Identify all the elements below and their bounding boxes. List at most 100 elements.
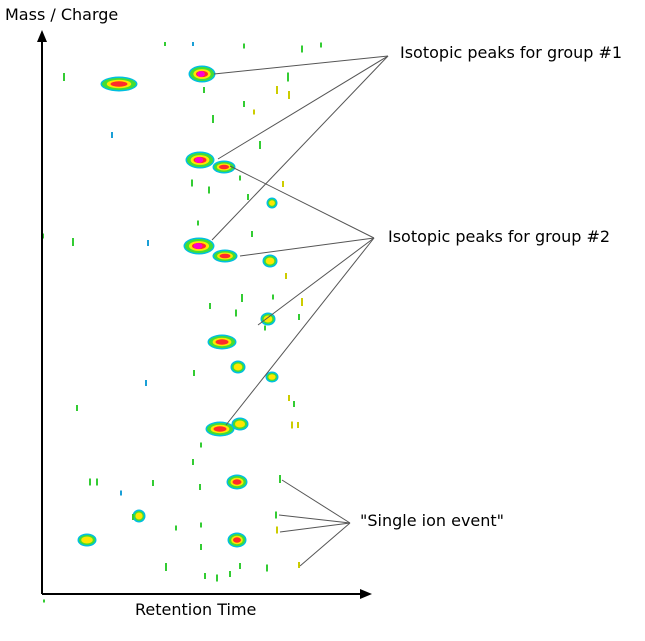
single-ion-tick <box>241 294 243 302</box>
isotopic-peak <box>212 160 236 174</box>
single-ion-tick <box>212 115 214 123</box>
isotopic-peak <box>260 312 276 326</box>
peaks-layer <box>77 65 279 548</box>
single-ion-tick <box>132 514 134 520</box>
isotopic-peak <box>262 254 278 268</box>
single-ion-tick <box>288 395 290 401</box>
isotopic-peak <box>226 474 248 490</box>
single-ion-tick <box>145 380 147 386</box>
isotopic-peak <box>205 421 235 437</box>
annotation-group-2: Isotopic peaks for group #2 <box>388 227 611 246</box>
isotopic-peak <box>231 417 249 431</box>
isotopic-peak <box>100 76 138 92</box>
single-ion-tick <box>204 573 206 579</box>
isotopic-peak <box>185 151 215 169</box>
single-ion-tick <box>76 405 78 411</box>
single-ion-tick <box>209 303 211 309</box>
single-ion-tick <box>192 42 194 46</box>
single-ion-tick <box>200 442 202 448</box>
single-ion-tick <box>175 525 177 531</box>
single-ion-tick <box>200 544 202 550</box>
single-ion-tick <box>192 459 194 465</box>
single-ion-tick <box>203 87 205 93</box>
single-ion-tick <box>266 564 268 572</box>
annotation-leader-line <box>217 55 389 160</box>
isotopic-peak <box>132 509 146 523</box>
single-ion-tick <box>279 475 281 483</box>
single-ion-tick <box>120 490 122 496</box>
single-ion-tick <box>96 478 98 486</box>
single-ion-tick <box>272 294 274 300</box>
annotation-leader-line <box>239 237 375 257</box>
single-ion-tick <box>285 273 287 279</box>
single-ion-tick <box>43 599 45 603</box>
single-ion-tick <box>216 574 218 582</box>
y-axis-label: Mass / Charge <box>5 5 119 24</box>
single-ion-tick <box>276 86 278 94</box>
annotation-leader-line <box>225 237 375 426</box>
single-ion-tick <box>282 181 284 187</box>
single-ion-tick <box>264 325 266 331</box>
single-ion-tick <box>239 175 241 181</box>
single-ion-tick <box>239 563 241 569</box>
annotation-leader-line <box>279 522 351 533</box>
isotopic-peak <box>230 360 246 374</box>
single-ion-tick <box>301 298 303 306</box>
single-ion-tick <box>288 91 290 99</box>
y-axis-arrowhead <box>37 30 47 42</box>
single-ion-tick <box>293 401 295 407</box>
isotopic-peak <box>207 334 237 350</box>
single-ion-tick <box>63 73 65 81</box>
annotation-leader-line <box>257 237 375 326</box>
single-ion-tick <box>200 522 202 528</box>
single-ion-tick <box>164 42 166 46</box>
single-ion-tick <box>152 480 154 486</box>
isotopic-peak <box>183 237 215 255</box>
single-ion-tick <box>298 562 300 568</box>
x-axis-arrowhead <box>360 589 372 599</box>
isotopic-peak <box>77 533 97 547</box>
annotation-leader-line <box>281 479 351 524</box>
annotation-leader-line <box>213 55 389 75</box>
annotation-leader-line <box>211 55 389 241</box>
isotopic-peak <box>266 197 278 209</box>
single-ion-tick <box>297 422 299 428</box>
single-ion-tick <box>193 370 195 376</box>
single-ion-tick <box>251 231 253 237</box>
single-ion-tick <box>72 238 74 246</box>
single-ion-tick <box>247 194 249 200</box>
single-ion-tick <box>243 101 245 107</box>
single-ion-tick <box>229 571 231 577</box>
single-ion-tick <box>253 109 255 115</box>
single-ion-tick <box>276 526 278 534</box>
single-ion-tick <box>208 186 210 194</box>
single-ion-tick <box>259 141 261 149</box>
annotation-leader-line <box>229 165 375 239</box>
isotopic-peak <box>265 371 279 383</box>
single-ion-tick <box>111 132 113 138</box>
single-ion-tick <box>287 72 289 82</box>
annotation-leader-line <box>278 514 351 524</box>
isotopic-peak <box>227 532 247 548</box>
single-ion-tick <box>89 478 91 486</box>
isotopic-peak <box>188 65 216 83</box>
single-ion-tick <box>243 43 245 49</box>
single-ion-tick <box>291 421 293 429</box>
annotation-leader-line <box>299 522 351 567</box>
single-ion-tick <box>199 484 201 490</box>
annotation-group-1: Isotopic peaks for group #1 <box>400 43 623 62</box>
single-ion-tick <box>147 240 149 246</box>
single-ion-tick <box>197 220 199 226</box>
single-ion-layer <box>42 42 322 603</box>
single-ion-tick <box>275 511 277 519</box>
leader-lines-layer <box>211 55 389 567</box>
isotopic-peak <box>212 249 238 263</box>
single-ion-tick <box>165 563 167 571</box>
annotation-single-ion-event: "Single ion event" <box>360 511 505 530</box>
x-axis-label: Retention Time <box>135 600 257 619</box>
single-ion-tick <box>298 314 300 320</box>
single-ion-tick <box>191 179 193 187</box>
single-ion-tick <box>235 309 237 317</box>
